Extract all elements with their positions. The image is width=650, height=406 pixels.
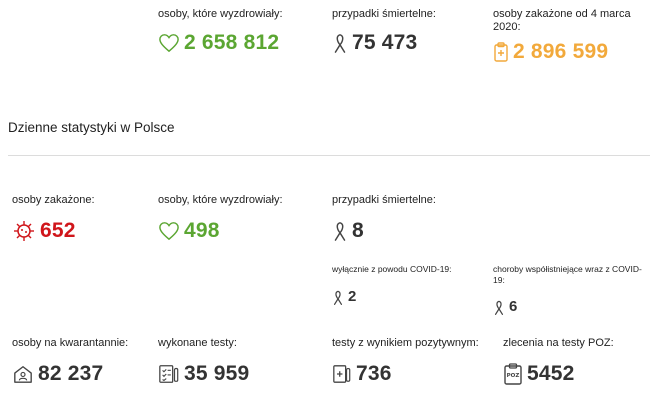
stat-label: osoby, które wyzdrowiały:	[158, 8, 283, 20]
stat-label: wyłącznie z powodu COVID-19:	[332, 264, 452, 274]
ribbon-icon	[332, 290, 344, 305]
heart-icon	[158, 33, 180, 53]
stat-value: 75 473	[352, 31, 418, 54]
stat-value: 2 896 599	[513, 40, 609, 63]
stat-deaths-covid-only: wyłącznie z powodu COVID-19: 2	[332, 264, 452, 309]
stat-label: choroby współistniejące wraz z COVID-19:	[493, 264, 642, 285]
stat-label: osoby, które wyzdrowiały:	[158, 194, 283, 206]
stat-quarantine: osoby na kwarantannie: 82 237	[12, 337, 128, 386]
stat-positive-tests: testy z wynikiem pozytywnym: 736	[332, 337, 479, 386]
house-icon	[12, 364, 34, 384]
stat-daily-recovered: osoby, które wyzdrowiały: 498	[158, 194, 283, 243]
ribbon-icon	[332, 33, 348, 53]
clipboard-icon	[493, 41, 509, 63]
stat-value: 736	[356, 362, 392, 385]
stat-label: wykonane testy:	[158, 337, 237, 349]
stat-deaths-total: przypadki śmiertelne: 75 473	[332, 8, 436, 55]
stat-value: 498	[184, 219, 220, 242]
ribbon-icon	[332, 221, 348, 241]
stat-daily-deaths: przypadki śmiertelne: 8	[332, 194, 436, 243]
stat-label: przypadki śmiertelne:	[332, 8, 436, 20]
section-title: Dzienne statystyki w Polsce	[8, 120, 175, 135]
stat-value: 35 959	[184, 362, 250, 385]
stat-label: osoby na kwarantannie:	[12, 337, 129, 349]
virus-icon	[12, 219, 36, 243]
stat-label: osoby zakażone od 4 marca 2020:	[493, 8, 631, 33]
stat-value: 82 237	[38, 362, 104, 385]
test-list-icon	[158, 363, 180, 385]
poz-clipboard-icon: POZ	[503, 362, 523, 386]
stat-value: 2 658 812	[184, 31, 280, 54]
stat-value: 652	[40, 219, 76, 242]
stat-label: osoby zakażone:	[12, 194, 95, 206]
positive-test-icon	[332, 363, 352, 385]
heart-icon	[158, 221, 180, 241]
stat-value: 8	[352, 219, 364, 242]
stat-value: 2	[348, 288, 357, 305]
stat-infected-since: osoby zakażone od 4 marca 2020: 2 896 59…	[493, 8, 643, 64]
stat-value: 5452	[527, 362, 575, 385]
stat-value: 6	[509, 298, 518, 315]
stat-label: przypadki śmiertelne:	[332, 194, 436, 206]
ribbon-icon	[493, 300, 505, 315]
stat-recovered-total: osoby, które wyzdrowiały: 2 658 812	[158, 8, 283, 55]
divider	[8, 155, 650, 156]
stat-poz-orders: zlecenia na testy POZ: POZ 5452	[503, 337, 614, 386]
stat-deaths-comorbid: choroby współistniejące wraz z COVID-19:…	[493, 264, 645, 319]
stat-daily-infected: osoby zakażone: 652	[12, 194, 95, 243]
stat-label: testy z wynikiem pozytywnym:	[332, 337, 479, 349]
stat-label: zlecenia na testy POZ:	[503, 337, 614, 349]
stat-tests: wykonane testy: 35 959	[158, 337, 249, 386]
svg-text:POZ: POZ	[507, 373, 520, 379]
